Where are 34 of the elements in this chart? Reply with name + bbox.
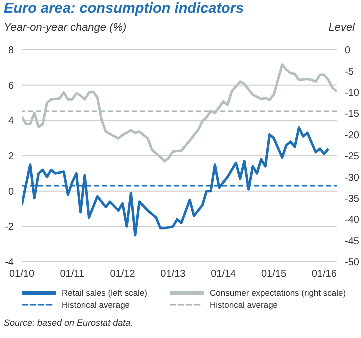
x-tick-label: 01/10 bbox=[9, 269, 35, 280]
y2-tick-label: -40 bbox=[345, 215, 360, 226]
y2-tick-label: 0 bbox=[345, 46, 351, 57]
legend-label: Retail sales (left scale) bbox=[62, 288, 148, 298]
x-tick-label: 01/11 bbox=[60, 269, 85, 280]
legend-label: Historical average bbox=[210, 300, 278, 310]
x-tick-label: 01/16 bbox=[312, 269, 338, 280]
y-axis-title: Year-on-year change (%) bbox=[4, 22, 127, 34]
y2-tick-label: -5 bbox=[345, 66, 354, 78]
line-series bbox=[22, 64, 337, 163]
y2-tick-label: -45 bbox=[345, 236, 360, 248]
y-tick-label: -4 bbox=[5, 258, 14, 269]
y2-tick-label: -20 bbox=[345, 130, 360, 142]
y-tick-label: -2 bbox=[5, 222, 14, 234]
y2-tick-label: -35 bbox=[345, 194, 360, 205]
x-tick-label: 01/15 bbox=[261, 269, 287, 280]
y2-tick-label: -15 bbox=[345, 109, 360, 120]
y-tick-label: 6 bbox=[8, 80, 14, 92]
y-tick-label: 2 bbox=[8, 152, 14, 163]
x-tick-label: 01/13 bbox=[160, 269, 186, 280]
y2-tick-label: -25 bbox=[345, 152, 360, 163]
legend-label: Consumer expectations (right scale) bbox=[210, 288, 346, 298]
x-tick-label: 01/14 bbox=[211, 269, 237, 280]
chart-title: Euro area: consumption indicators bbox=[4, 1, 244, 17]
y2-axis-title: Level bbox=[328, 22, 355, 34]
y2-tick-label: -50 bbox=[345, 258, 360, 269]
y-tick-label: 4 bbox=[8, 116, 14, 128]
y-tick-label: 0 bbox=[8, 186, 14, 198]
source-note: Source: based on Eurostat data. bbox=[4, 318, 134, 328]
y-tick-label: 8 bbox=[8, 46, 14, 57]
y2-tick-label: -30 bbox=[345, 172, 360, 184]
x-tick-label: 01/12 bbox=[110, 269, 136, 280]
legend-label: Historical average bbox=[62, 300, 130, 310]
y2-tick-label: -10 bbox=[345, 88, 360, 99]
